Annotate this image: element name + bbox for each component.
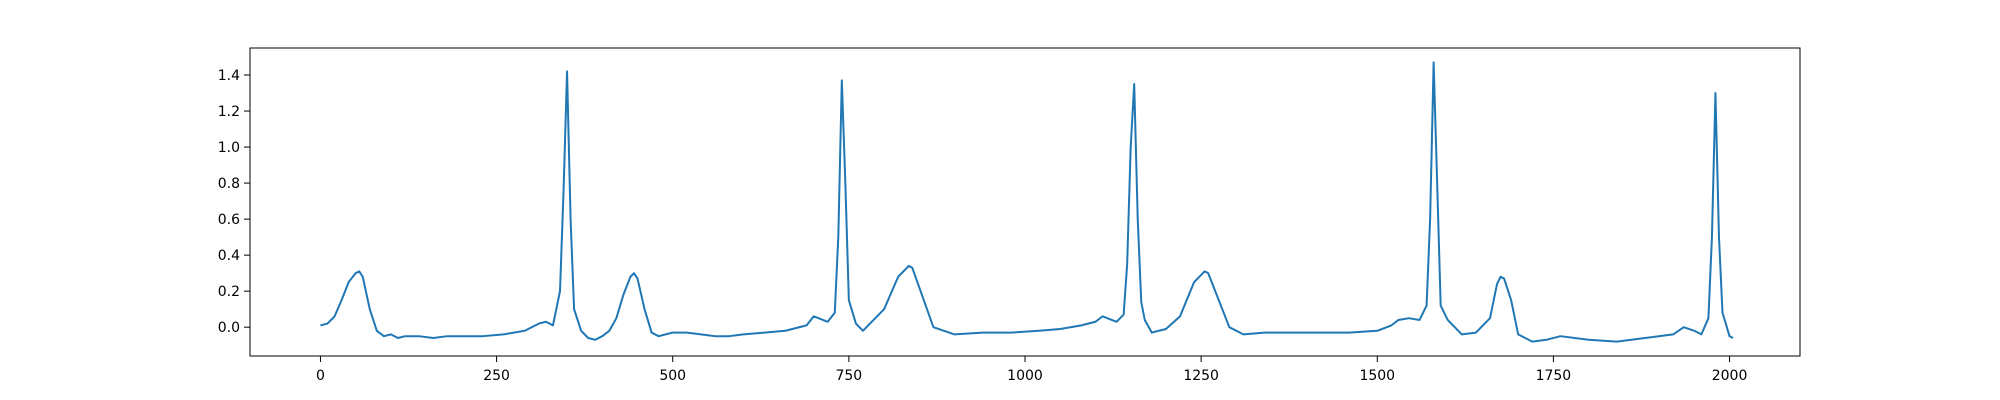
x-tick-label: 1500 xyxy=(1359,368,1395,384)
x-tick-label: 250 xyxy=(483,368,510,384)
x-tick-label: 0 xyxy=(316,368,325,384)
y-tick-label: 0.8 xyxy=(218,176,240,192)
y-tick-label: 0.0 xyxy=(218,320,240,336)
x-tick-label: 1000 xyxy=(1007,368,1043,384)
y-tick-label: 1.2 xyxy=(218,104,240,120)
y-tick-label: 0.4 xyxy=(218,248,240,264)
x-axis: 0 250 500 750 1000 1250 1500 1750 2000 xyxy=(316,356,1747,384)
y-tick-label: 0.2 xyxy=(218,284,240,300)
x-tick-label: 2000 xyxy=(1712,368,1748,384)
y-axis: 0.0 0.2 0.4 0.6 0.8 1.0 1.2 1.4 xyxy=(218,68,250,336)
x-tick-label: 750 xyxy=(835,368,862,384)
x-tick-label: 1750 xyxy=(1536,368,1572,384)
plot-area xyxy=(249,47,1801,357)
series-line xyxy=(320,61,1734,343)
x-tick-label: 1250 xyxy=(1183,368,1219,384)
y-tick-label: 1.0 xyxy=(218,140,240,156)
y-tick-label: 0.6 xyxy=(218,212,240,228)
y-tick-label: 1.4 xyxy=(218,68,240,84)
x-tick-label: 500 xyxy=(659,368,686,384)
